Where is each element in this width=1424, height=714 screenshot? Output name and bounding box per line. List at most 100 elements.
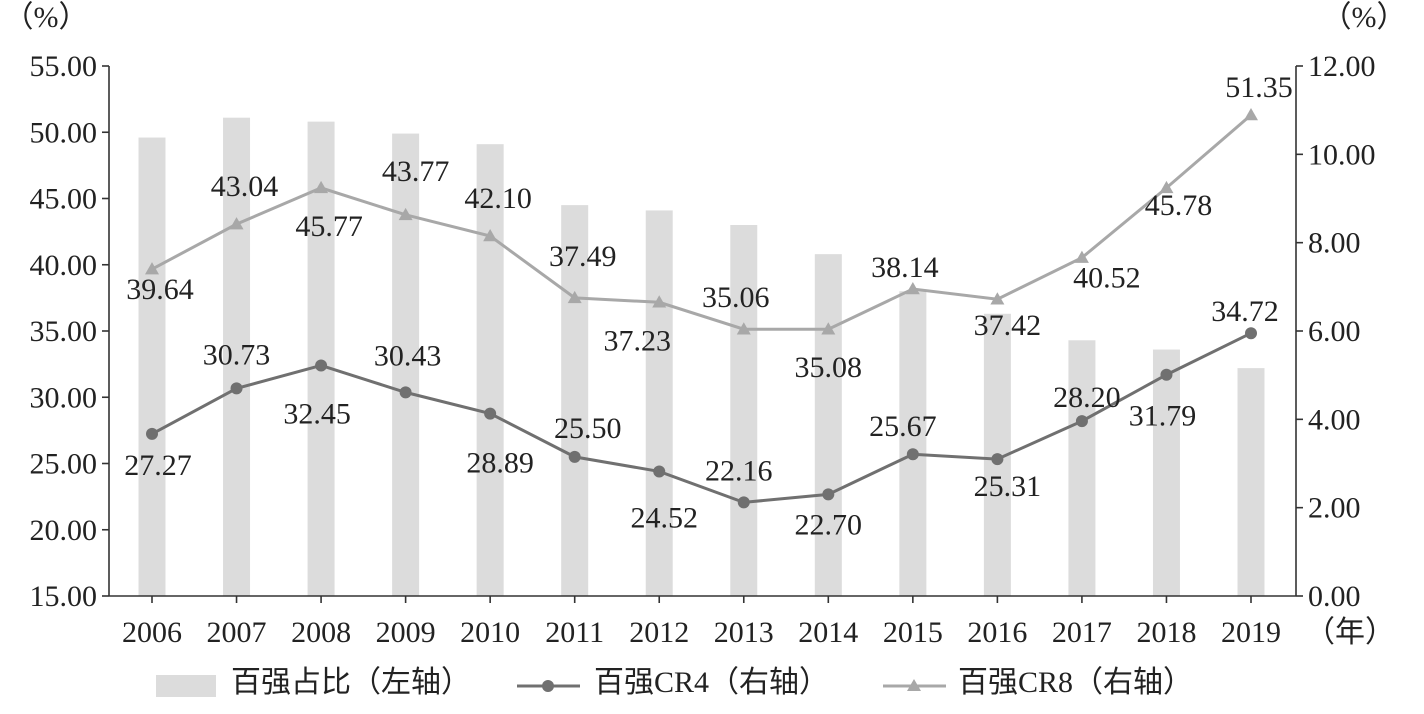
x-tick-label: 2009 — [376, 616, 436, 649]
cr4-point-2011 — [568, 450, 581, 463]
cr4-data-label: 30.43 — [374, 339, 442, 372]
legend-label-cr8: 百强CR8（右轴） — [958, 666, 1193, 699]
right-tick-label: 6.00 — [1308, 315, 1361, 348]
cr4-point-2006 — [146, 427, 158, 440]
left-tick-label: 15.00 — [30, 580, 98, 613]
cr4-data-label: 30.73 — [203, 338, 271, 371]
cr4-point-2019 — [1245, 327, 1257, 340]
cr4-data-label: 28.20 — [1053, 381, 1121, 414]
left-tick-label: 20.00 — [30, 514, 98, 547]
cr8-data-label: 35.06 — [702, 281, 770, 314]
cr4-point-2017 — [1075, 415, 1088, 428]
cr4-point-2007 — [230, 382, 243, 395]
cr4-data-label: 25.67 — [869, 410, 937, 443]
cr4-point-2009 — [399, 386, 412, 399]
cr8-data-label: 35.08 — [795, 351, 863, 384]
cr8-data-label: 45.78 — [1145, 189, 1213, 222]
legend-cr4-marker — [542, 680, 554, 692]
bar-2006 — [138, 137, 166, 597]
cr8-data-label: 39.64 — [126, 273, 194, 306]
left-tick-label: 30.00 — [30, 381, 98, 414]
bar-2017 — [1068, 340, 1096, 596]
cr8-point-2018 — [1159, 180, 1174, 194]
x-tick-label: 2019 — [1221, 616, 1281, 649]
x-tick-label: 2015 — [883, 616, 943, 649]
legend-bar-swatch — [156, 675, 216, 697]
bar-2015 — [899, 291, 927, 596]
cr8-point-2010 — [483, 229, 498, 242]
x-axis-unit: （年） — [1305, 616, 1395, 649]
bar-2008 — [307, 121, 335, 597]
cr4-data-label: 34.72 — [1211, 295, 1279, 328]
legend-label-cr4: 百强CR4（右轴） — [594, 666, 829, 699]
cr4-point-2013 — [737, 496, 750, 509]
right-tick-label: 4.00 — [1308, 403, 1361, 436]
cr4-data-label: 32.45 — [283, 397, 351, 430]
cr4-point-2014 — [822, 488, 835, 501]
x-tick-label: 2014 — [798, 616, 858, 649]
x-tick-label: 2006 — [122, 616, 182, 649]
cr8-point-2006 — [145, 262, 159, 275]
cr8-point-2013 — [736, 322, 751, 335]
x-tick-label: 2018 — [1136, 616, 1196, 649]
right-tick-label: 10.00 — [1308, 138, 1376, 171]
left-tick-label: 40.00 — [30, 249, 98, 282]
cr8-data-label: 42.10 — [464, 182, 532, 215]
cr8-data-label: 37.23 — [603, 324, 671, 357]
cr4-data-label: 28.89 — [466, 447, 534, 480]
cr8-point-2007 — [229, 217, 244, 230]
left-tick-label: 50.00 — [30, 116, 98, 149]
x-tick-label: 2012 — [629, 616, 689, 649]
bar-2007 — [223, 117, 251, 597]
cr8-point-2016 — [990, 292, 1005, 305]
series-line-cr8 — [151, 113, 1252, 331]
x-tick-label: 2010 — [460, 616, 520, 649]
cr8-point-2009 — [398, 207, 413, 221]
right-axis-unit: （%） — [1322, 1, 1407, 34]
left-tick-label: 25.00 — [30, 448, 98, 481]
cr8-data-label: 43.04 — [211, 170, 279, 203]
cr8-point-2015 — [905, 282, 920, 295]
x-tick-label: 2008 — [291, 616, 351, 649]
cr4-data-label: 25.50 — [554, 412, 622, 445]
right-tick-label: 12.00 — [1308, 50, 1376, 83]
cr8-data-label: 45.77 — [295, 210, 363, 243]
x-tick-label: 2017 — [1052, 616, 1112, 649]
bar-2011 — [561, 205, 589, 596]
bar-2018 — [1152, 349, 1180, 596]
cr4-point-2012 — [653, 465, 666, 478]
right-tick-label: 8.00 — [1308, 227, 1361, 260]
cr8-point-2012 — [652, 295, 667, 308]
cr8-data-label: 40.52 — [1073, 262, 1141, 295]
bar-2013 — [730, 225, 758, 596]
left-tick-label: 45.00 — [30, 183, 98, 216]
cr4-data-label: 25.31 — [974, 470, 1042, 503]
legend-label-bar: 百强占比（左轴） — [231, 666, 471, 699]
cr8-data-label: 37.49 — [549, 240, 617, 273]
legend-cr8-marker — [907, 679, 921, 691]
cr4-data-label: 24.52 — [630, 501, 698, 534]
left-tick-label: 55.00 — [30, 50, 98, 83]
bar-2012 — [645, 210, 673, 597]
x-tick-label: 2013 — [714, 616, 774, 649]
cr8-point-2008 — [314, 180, 329, 194]
x-tick-label: 2016 — [967, 616, 1027, 649]
cr8-data-label: 38.14 — [871, 251, 939, 284]
x-tick-label: 2011 — [545, 616, 604, 649]
cr8-point-2019 — [1244, 108, 1258, 121]
bar-2019 — [1237, 368, 1265, 596]
cr4-point-2010 — [484, 407, 497, 420]
right-tick-label: 0.00 — [1308, 580, 1361, 613]
right-tick-label: 2.00 — [1308, 492, 1361, 525]
cr8-point-2017 — [1074, 250, 1089, 263]
cr4-data-label: 27.27 — [124, 449, 192, 482]
bar-2010 — [476, 144, 504, 597]
cr8-data-label: 37.42 — [974, 309, 1042, 342]
cr8-point-2014 — [821, 322, 836, 335]
left-axis-unit: （%） — [4, 1, 89, 34]
series-line-cr4 — [151, 331, 1252, 504]
left-tick-label: 35.00 — [30, 315, 98, 348]
cr4-point-2016 — [991, 453, 1004, 466]
cr8-data-label: 43.77 — [382, 155, 450, 188]
